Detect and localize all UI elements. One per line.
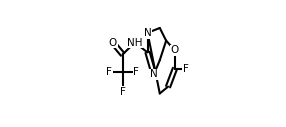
Text: N: N (144, 28, 151, 38)
Text: N: N (150, 69, 158, 79)
Text: F: F (133, 67, 139, 77)
Text: O: O (109, 38, 117, 48)
Text: F: F (120, 87, 126, 97)
Text: O: O (171, 45, 179, 55)
Text: F: F (106, 67, 112, 77)
Text: NH: NH (127, 38, 143, 48)
Text: F: F (183, 64, 189, 74)
